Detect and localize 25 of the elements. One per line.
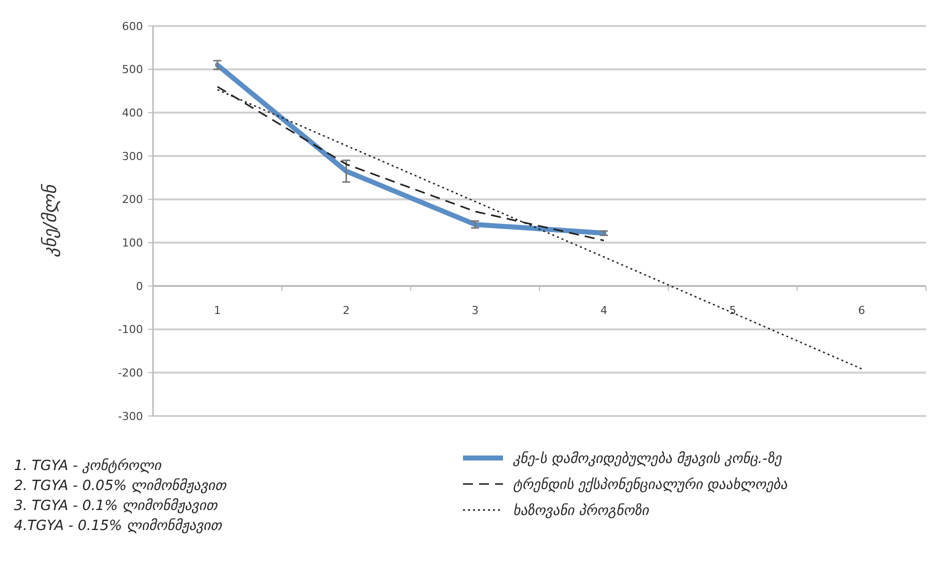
x-tick-label: 2 <box>342 304 350 317</box>
y-tick-label: 0 <box>136 280 143 293</box>
y-tick-label: 100 <box>122 236 143 250</box>
y-axis-title: კნე/მლნ <box>40 184 61 258</box>
y-tick-label: -300 <box>118 410 143 423</box>
y-tick-label: 600 <box>122 20 143 33</box>
legend-label: კნე-ს დამოკიდებულება მჟავის კონც.-ზე <box>512 450 782 467</box>
y-tick-label: -100 <box>118 323 143 336</box>
x-tick-label: 3 <box>472 304 479 317</box>
text: 3. TGYA - 0.1% ლიმონმჟავით <box>14 498 218 514</box>
text: 1. TGYA - კონტროლი <box>14 458 162 474</box>
line-series <box>216 89 862 370</box>
x-tick-label: 4 <box>600 304 608 317</box>
x-tick-label: 6 <box>858 304 866 317</box>
text: 2. TGYA - 0.05% ლიმონმჟავით <box>14 478 228 494</box>
legend-label: ხაზოვანი პროგნოზი <box>513 502 650 519</box>
y-tick-label: 500 <box>122 63 143 76</box>
y-tick-label: 400 <box>122 106 143 120</box>
x-tick-label: 1 <box>214 304 221 317</box>
text: 4.TGYA - 0.15% ლიმონმჟავით <box>14 518 223 534</box>
legend-label: ტრენდის ექსპონენციალური დაახლოება <box>513 476 788 493</box>
x-tick-label: 5 <box>729 304 736 317</box>
y-tick-label: 200 <box>122 193 143 206</box>
y-tick-label: -200 <box>118 366 143 380</box>
y-tick-label: 300 <box>122 150 143 163</box>
